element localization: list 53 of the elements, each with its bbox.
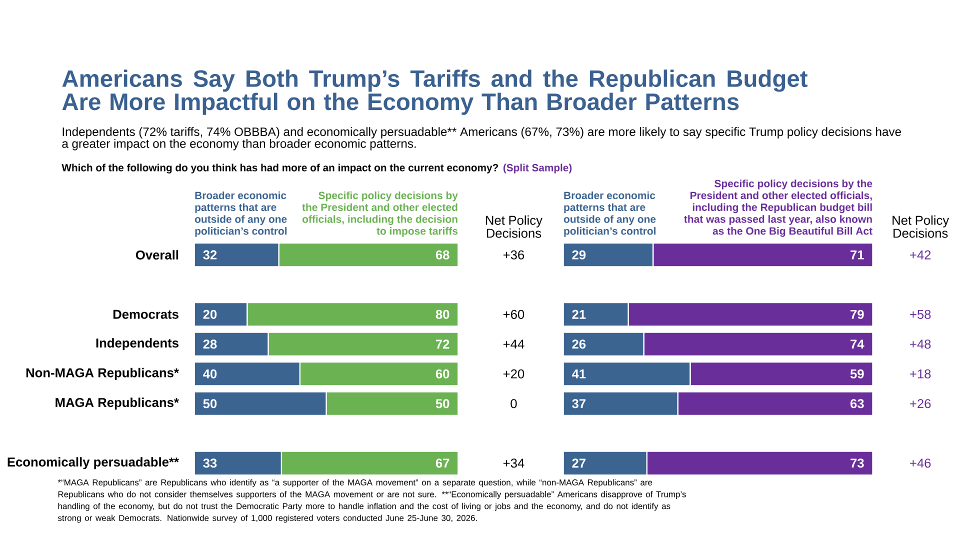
- data-label: 68: [436, 250, 450, 260]
- text: 0: [510, 399, 517, 408]
- text: Net Policy Decisions: [892, 216, 950, 238]
- data-label: 71: [850, 250, 864, 260]
- text: +26: [910, 399, 931, 408]
- y-tick-label: Independents: [96, 338, 178, 350]
- text: +58: [910, 310, 931, 320]
- data-label: 21: [572, 310, 586, 320]
- y-tick-label: MAGA Republicans*: [56, 398, 179, 410]
- data-label: 33: [203, 458, 217, 468]
- data-label: 80: [436, 310, 450, 320]
- data-label: 20: [203, 310, 217, 320]
- y-tick-label: Economically persuadable**: [8, 457, 179, 470]
- data-label: 50: [203, 399, 217, 408]
- data-label: 73: [850, 458, 864, 468]
- series-label: Specific policy decisions by the President and other elected officials, including the decision to impose tariffs: [302, 192, 458, 238]
- data-label: 59: [850, 370, 864, 379]
- text: Which of the following do you think has had more of an impact on the current economy?: [62, 164, 498, 174]
- data-label: 29: [572, 250, 586, 260]
- text: +60: [503, 310, 524, 320]
- data-label: 26: [572, 340, 586, 349]
- data-label: 60: [436, 370, 450, 379]
- text: +44: [503, 340, 524, 349]
- data-label: 28: [203, 340, 217, 349]
- text: +18: [910, 370, 931, 379]
- y-tick-label: Democrats: [113, 310, 178, 320]
- text: Net Policy Decisions: [486, 216, 542, 238]
- data-label: 67: [436, 458, 450, 468]
- data-label: 41: [572, 370, 586, 379]
- data-label: 79: [850, 310, 864, 320]
- chart-title: Americans Say Both Trump’s Tariffs and the Republican Budget Are More Impactful on the Economy Than Broader Patterns: [62, 70, 808, 116]
- text: (Split Sample): [503, 164, 572, 174]
- series-label: Broader economic patterns that are outside of any one politician’s control: [194, 192, 287, 238]
- data-label: 37: [572, 399, 586, 408]
- data-label: 63: [850, 399, 864, 408]
- data-label: 40: [203, 370, 217, 379]
- text: *“MAGA Republicans” are Republicans who identify as “a supporter of the MAGA movement” on a separate question, while “non-MAGA Republicans” are Republicans who do not consider themselves supporters of the MAGA movement or are not sure. **“Economically persuadable” Americans disapprove of Trump’s handling of the economy, but do not trust the Democratic Party more to handle inflation and the cost of living or jobs and the economy, and do not identify as strong or weak Democrats. Nationwide survey of 1,000 registered voters conducted June 25-June 30, 2026.: [58, 479, 686, 523]
- data-label: 27: [572, 458, 586, 468]
- series-label: Specific policy decisions by the President and other elected officials, including the Republican budget bill that was passed last year, also known as the One Big Beautiful Bill Act: [684, 180, 872, 238]
- text: +34: [503, 458, 524, 468]
- chart-subtitle: Independents (72% tariffs, 74% OBBBA) and economically persuadable** Americans (67%, 73%) are more likely to say specific Trump policy decisions have a greater impact on the economy than broader economic patterns.: [62, 127, 902, 151]
- data-label: 32: [203, 250, 217, 260]
- y-tick-label: Non-MAGA Republicans*: [26, 368, 179, 380]
- text: +36: [503, 250, 524, 260]
- y-tick-label: Overall: [136, 250, 178, 260]
- text: +46: [910, 458, 931, 468]
- data-label: 72: [436, 340, 450, 349]
- series-label: Broader economic patterns that are outside of any one politician’s control: [564, 192, 656, 238]
- text: +48: [910, 340, 931, 349]
- text: +42: [910, 250, 931, 260]
- data-label: 74: [850, 340, 864, 349]
- text: +20: [503, 370, 524, 379]
- data-label: 50: [436, 399, 450, 408]
